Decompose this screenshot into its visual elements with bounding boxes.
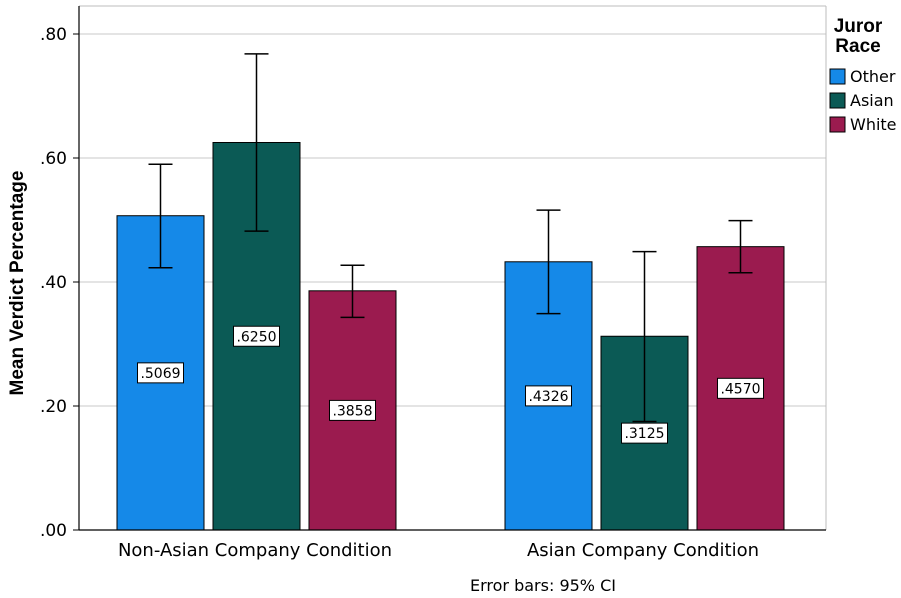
y-tick-label: .40: [40, 273, 67, 293]
data-label-box: [329, 399, 376, 421]
data-label-box: [621, 422, 668, 444]
legend-label-white: White: [850, 115, 897, 134]
data-label: .3858: [332, 403, 372, 419]
data-label-box: [717, 377, 764, 399]
y-tick-label: .80: [40, 25, 67, 45]
bars: [116, 142, 785, 531]
data-label: .4326: [528, 389, 568, 405]
error-bars-note: Error bars: 95% CI: [470, 576, 616, 595]
x-tick-label: Asian Company Condition: [527, 540, 759, 561]
legend-label-asian: Asian: [850, 91, 894, 110]
data-labels: .5069 .4326 .6250 .3125 .3858 .4570: [137, 325, 764, 444]
data-label: .3125: [624, 426, 664, 442]
data-label: .6250: [236, 329, 276, 345]
y-axis-title: Mean Verdict Percentage: [7, 171, 28, 396]
y-tick-label: .60: [40, 149, 67, 169]
legend-title: Juror: [834, 16, 883, 37]
legend-swatch-white: [829, 116, 846, 133]
y-tick-label: .00: [40, 521, 67, 541]
x-tick-label: Non-Asian Company Condition: [118, 540, 392, 561]
legend-title: Race: [835, 36, 880, 57]
data-label: .5069: [140, 366, 180, 382]
y-tick-label: .20: [40, 397, 67, 417]
data-label-box: [525, 385, 572, 407]
axes: .00 .20 .40 .60 .80 Non-Asian Company Conditi…: [40, 5, 827, 561]
error-bars: [148, 53, 753, 423]
legend-label-other: Other: [850, 67, 896, 86]
legend-swatch-asian: [829, 92, 846, 109]
data-label-box: [233, 325, 280, 347]
data-label: .4570: [720, 381, 760, 397]
legend-swatch-other: [829, 68, 846, 85]
data-label-box: [137, 362, 184, 384]
